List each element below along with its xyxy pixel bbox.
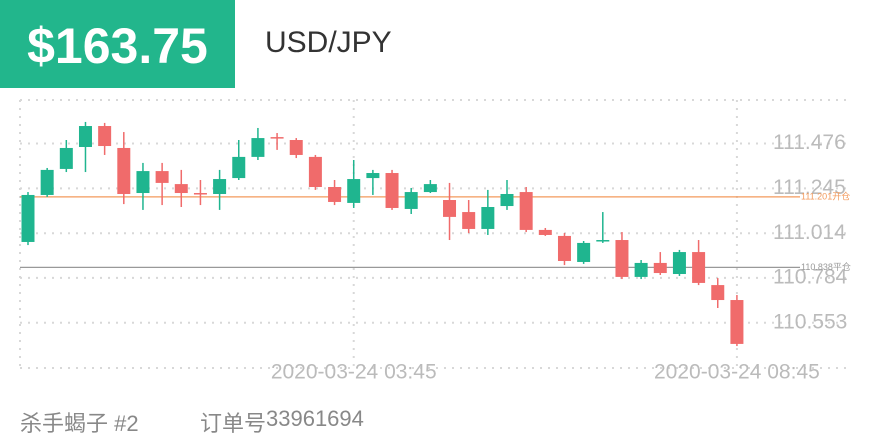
candle-body: [232, 156, 246, 179]
candle-body: [328, 187, 342, 202]
strategy-name: 杀手蝎子 #2: [20, 411, 139, 436]
y-tick-label: 111.014: [773, 221, 846, 244]
candle-body: [538, 229, 552, 235]
candle-body: [308, 156, 322, 188]
candle-body: [59, 147, 73, 169]
candle-body: [117, 147, 131, 194]
candle-body: [213, 179, 227, 194]
candle-body: [692, 252, 706, 283]
price: $163.75: [27, 18, 208, 74]
reference-label: 110.838平仓: [801, 261, 851, 272]
y-tick-label: 110.784: [773, 265, 848, 288]
candle-body: [634, 262, 648, 277]
candle-body: [443, 200, 457, 217]
candle-body: [289, 140, 303, 155]
candle-body: [251, 138, 265, 157]
candle-body: [193, 193, 207, 195]
candle-body: [730, 300, 744, 344]
order-label: 订单号: [200, 411, 267, 436]
candle-body: [615, 240, 629, 277]
candle-body: [557, 235, 571, 261]
candle-body: [21, 194, 35, 242]
candle-body: [596, 240, 610, 242]
price-badge: $163.75: [0, 0, 235, 88]
candle-body: [423, 184, 437, 193]
candle-body: [653, 262, 667, 274]
candle-body: [347, 179, 361, 203]
y-tick-label: 110.553: [773, 310, 847, 333]
candle-body: [500, 193, 514, 207]
candle-body: [672, 252, 686, 275]
candle-body: [462, 212, 476, 229]
candle-body: [385, 173, 399, 208]
x-tick-label: 2020-03-24 03:45: [271, 361, 437, 384]
order-number: 33961694: [266, 406, 364, 431]
candle-body: [98, 126, 112, 147]
candle-body: [270, 137, 284, 139]
candle-body: [519, 192, 533, 230]
candle-body: [136, 171, 150, 194]
candle-body: [174, 184, 188, 194]
candle-body: [481, 207, 495, 229]
x-tick-label: 2020-03-24 08:45: [654, 361, 820, 384]
reference-label: 111.201开仓: [801, 190, 850, 201]
y-tick-label: 111.245: [773, 176, 846, 199]
candle-body: [711, 285, 725, 301]
candle-body: [404, 192, 418, 209]
candle-body: [40, 169, 54, 195]
candle-body: [155, 171, 169, 183]
symbol: USD/JPY: [265, 26, 392, 59]
candle-body: [577, 242, 591, 262]
candle-body: [366, 173, 380, 179]
candle-body: [78, 126, 92, 147]
y-tick-label: 111.476: [773, 131, 846, 154]
